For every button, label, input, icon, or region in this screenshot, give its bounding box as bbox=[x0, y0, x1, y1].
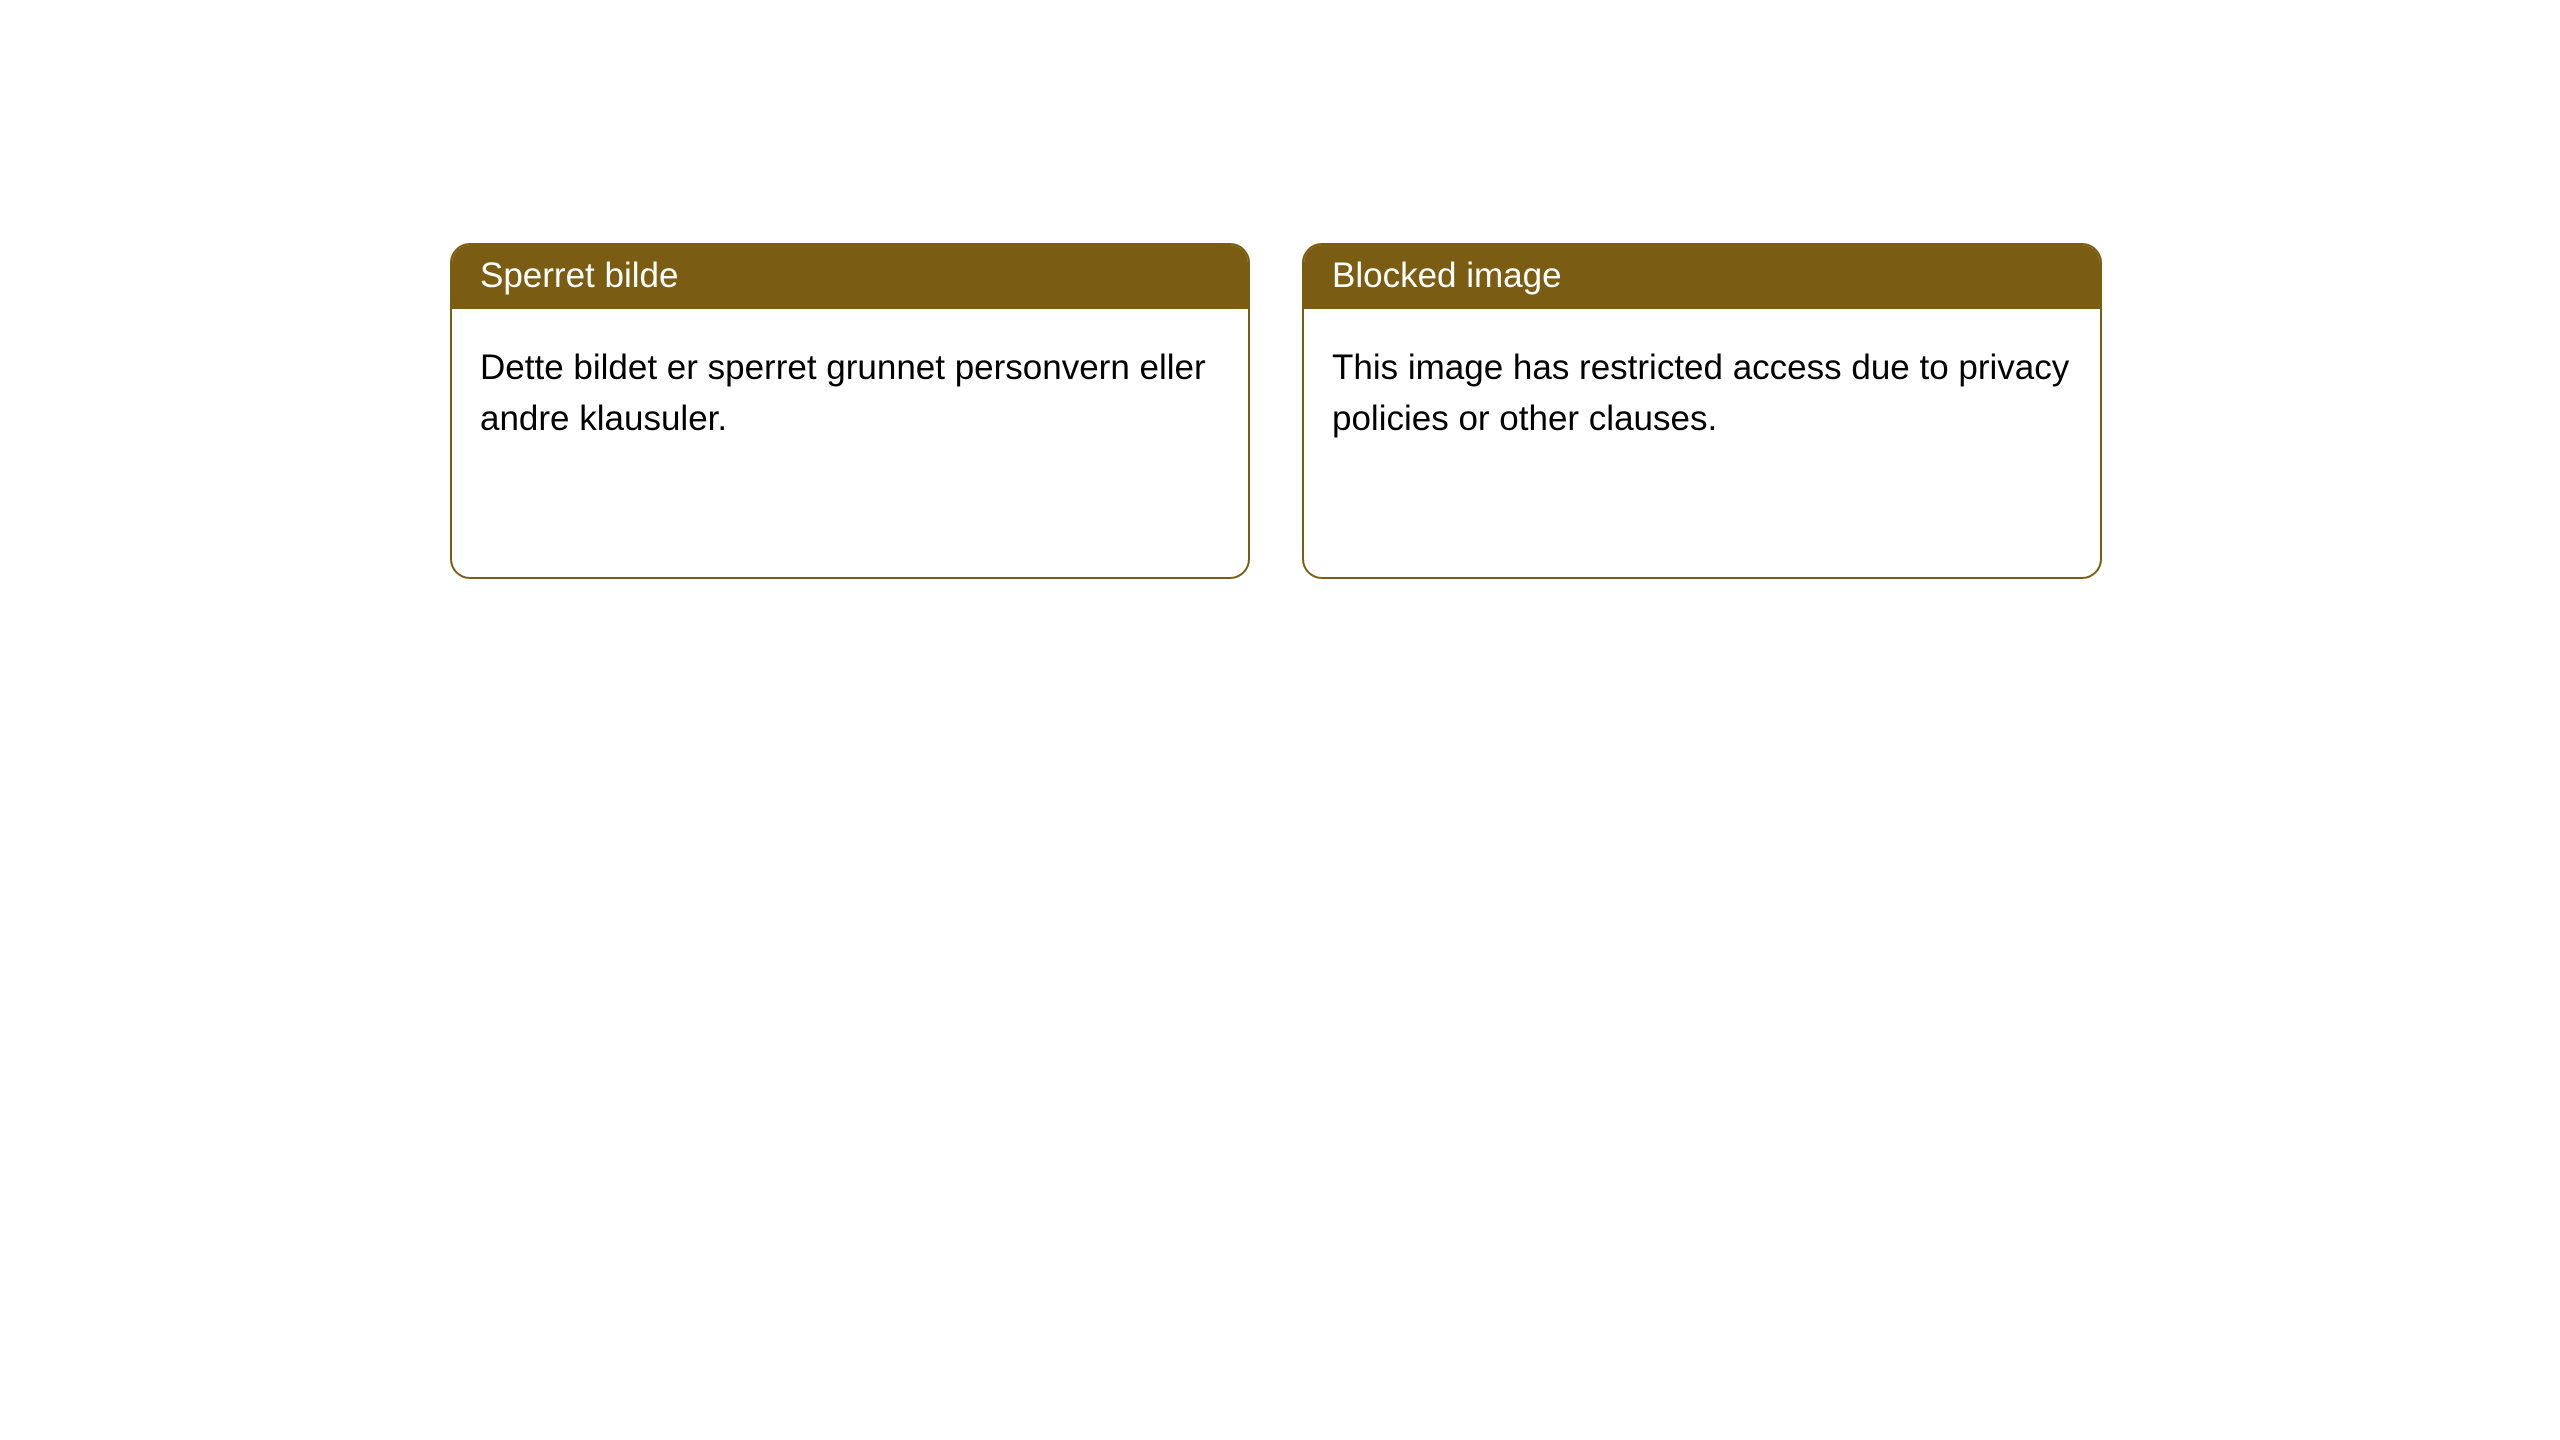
blocked-image-card-en: Blocked image This image has restricted … bbox=[1302, 243, 2102, 579]
blocked-image-notice-row: Sperret bilde Dette bildet er sperret gr… bbox=[450, 243, 2102, 579]
card-body-no: Dette bildet er sperret grunnet personve… bbox=[452, 309, 1248, 473]
blocked-image-card-no: Sperret bilde Dette bildet er sperret gr… bbox=[450, 243, 1250, 579]
card-title-no: Sperret bilde bbox=[452, 245, 1248, 309]
card-title-en: Blocked image bbox=[1304, 245, 2100, 309]
card-body-en: This image has restricted access due to … bbox=[1304, 309, 2100, 473]
